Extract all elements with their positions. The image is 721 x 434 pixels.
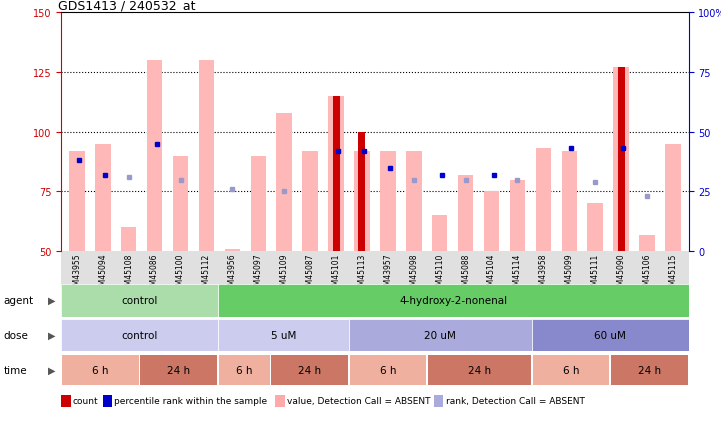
Bar	[219, 355, 270, 385]
Bar	[276, 113, 292, 252]
Text: ▶: ▶	[48, 365, 56, 375]
Text: 24 h: 24 h	[167, 365, 190, 375]
Text: dose: dose	[4, 330, 29, 340]
Bar	[349, 319, 531, 352]
Text: 4-hydroxy-2-nonenal: 4-hydroxy-2-nonenal	[399, 296, 508, 306]
Text: control: control	[122, 296, 158, 306]
Bar	[536, 149, 551, 252]
Bar	[147, 61, 162, 252]
Bar	[354, 151, 370, 252]
Text: 5 uM: 5 uM	[271, 330, 296, 340]
Bar	[95, 144, 110, 252]
Bar	[614, 68, 629, 252]
Bar	[611, 355, 688, 385]
Bar	[380, 151, 396, 252]
Bar	[173, 156, 188, 252]
Text: ▶: ▶	[48, 296, 56, 306]
Bar	[199, 61, 214, 252]
Text: GDS1413 / 240532_at: GDS1413 / 240532_at	[58, 0, 195, 12]
Text: time: time	[4, 365, 27, 375]
Bar	[61, 319, 218, 352]
Bar	[218, 284, 689, 317]
Bar	[665, 144, 681, 252]
Text: 6 h: 6 h	[562, 365, 579, 375]
Bar	[618, 68, 624, 252]
Text: 24 h: 24 h	[638, 365, 661, 375]
Bar	[562, 151, 577, 252]
Bar	[328, 96, 344, 252]
Text: control: control	[122, 330, 158, 340]
Bar	[141, 355, 217, 385]
Bar	[250, 156, 266, 252]
Text: 24 h: 24 h	[298, 365, 321, 375]
Bar	[484, 192, 500, 252]
Bar	[640, 235, 655, 252]
Bar	[531, 319, 689, 352]
Bar	[61, 284, 218, 317]
Text: count: count	[73, 397, 99, 405]
Bar	[302, 151, 318, 252]
Text: ▶: ▶	[48, 330, 56, 340]
Bar	[350, 355, 426, 385]
Bar	[533, 355, 609, 385]
Bar	[510, 180, 526, 252]
Bar	[432, 216, 448, 252]
Text: 24 h: 24 h	[468, 365, 491, 375]
Bar	[218, 319, 349, 352]
Bar	[62, 355, 139, 385]
Bar	[224, 249, 240, 252]
Bar	[69, 151, 84, 252]
Text: 6 h: 6 h	[92, 365, 109, 375]
Text: 6 h: 6 h	[380, 365, 397, 375]
Text: agent: agent	[4, 296, 34, 306]
Text: 6 h: 6 h	[236, 365, 252, 375]
Bar	[406, 151, 422, 252]
Bar	[271, 355, 348, 385]
Bar	[428, 355, 531, 385]
Text: 20 uM: 20 uM	[425, 330, 456, 340]
Text: 60 uM: 60 uM	[594, 330, 626, 340]
Text: value, Detection Call = ABSENT: value, Detection Call = ABSENT	[287, 397, 430, 405]
Bar	[358, 132, 366, 252]
Bar	[332, 96, 340, 252]
Bar	[588, 204, 603, 252]
Text: rank, Detection Call = ABSENT: rank, Detection Call = ABSENT	[446, 397, 585, 405]
Bar	[121, 228, 136, 252]
Bar	[458, 175, 474, 252]
Text: percentile rank within the sample: percentile rank within the sample	[115, 397, 267, 405]
